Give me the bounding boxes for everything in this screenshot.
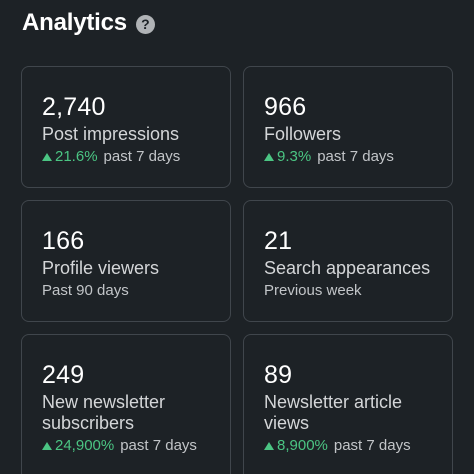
- newsletter-article-views-card[interactable]: 89 Newsletter article views 8,900% past …: [243, 334, 453, 474]
- question-circle-icon[interactable]: ?: [135, 14, 155, 34]
- change-period: past 7 days: [317, 148, 394, 165]
- post-impressions-value: 2,740: [42, 93, 106, 121]
- change-period: past 7 days: [333, 437, 411, 454]
- post-impressions-card[interactable]: 2,740 Post impressions 21.6% past 7 days: [21, 66, 231, 188]
- analytics-header: Analytics ?: [22, 6, 155, 40]
- post-impressions-label: Post impressions: [42, 124, 180, 144]
- followers-label: Followers: [264, 124, 342, 144]
- post-impressions-change: 21.6% past 7 days: [42, 147, 230, 167]
- newsletter-subscribers-change: 24,900% past 7 days: [42, 436, 230, 456]
- newsletter-article-views-value: 89: [264, 361, 293, 389]
- change-period: past 7 days: [103, 148, 181, 165]
- change-percent: 8,900%: [277, 437, 328, 454]
- newsletter-subscribers-value: 249: [42, 361, 85, 389]
- search-appearances-value: 21: [264, 227, 293, 255]
- change-period: past 7 days: [120, 437, 197, 454]
- trend-up-icon: [42, 442, 52, 450]
- search-appearances-label: Search appearances: [264, 258, 431, 278]
- newsletter-article-views-label: Newsletter article views: [264, 392, 403, 433]
- newsletter-subscribers-label: New newsletter subscribers: [42, 392, 166, 433]
- followers-value: 966: [264, 93, 307, 121]
- page-title: Analytics: [22, 9, 127, 36]
- profile-viewers-value: 166: [42, 227, 85, 255]
- newsletter-subscribers-card[interactable]: 249 New newsletter subscribers 24,900% p…: [21, 334, 231, 474]
- trend-up-icon: [42, 153, 52, 161]
- search-appearances-card[interactable]: 21 Search appearances Previous week: [243, 200, 453, 322]
- trend-up-icon: [264, 153, 274, 161]
- profile-viewers-card[interactable]: 166 Profile viewers Past 90 days: [21, 200, 231, 322]
- newsletter-article-views-change: 8,900% past 7 days: [264, 436, 452, 456]
- change-percent: 24,900%: [55, 437, 115, 454]
- trend-up-icon: [264, 442, 274, 450]
- search-appearances-period: Previous week: [264, 282, 362, 299]
- followers-change: 9.3% past 7 days: [264, 147, 452, 167]
- followers-card[interactable]: 966 Followers 9.3% past 7 days: [243, 66, 453, 188]
- profile-viewers-period: Past 90 days: [42, 282, 129, 299]
- change-percent: 9.3%: [277, 148, 312, 165]
- change-percent: 21.6%: [55, 148, 98, 165]
- profile-viewers-label: Profile viewers: [42, 258, 160, 278]
